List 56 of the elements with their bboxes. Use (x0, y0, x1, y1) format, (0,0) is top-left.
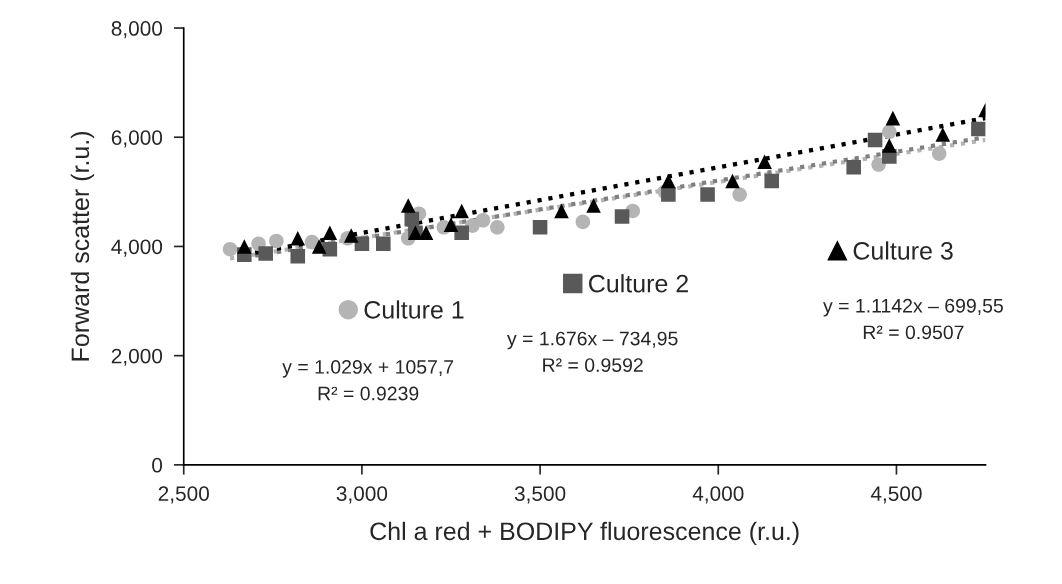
point (661, 173, 676, 189)
point (418, 225, 434, 241)
point (614, 209, 630, 224)
point (885, 110, 901, 126)
y-tick-label: 8,000 (111, 21, 163, 39)
legend-label: Culture 1 (364, 300, 464, 319)
point (846, 159, 861, 175)
point (490, 220, 505, 235)
point (882, 124, 897, 140)
point (237, 239, 252, 254)
point (700, 187, 715, 202)
point (532, 220, 548, 235)
point (554, 203, 569, 219)
point (732, 187, 747, 202)
point (931, 146, 947, 161)
point (258, 246, 273, 261)
point (575, 214, 591, 230)
point (971, 121, 986, 137)
point (586, 198, 601, 213)
point (343, 228, 359, 243)
point (290, 230, 306, 246)
point (935, 127, 951, 142)
point (764, 173, 779, 189)
point (725, 173, 740, 189)
point (757, 154, 772, 170)
x-tick-label: 4,500 (870, 486, 922, 504)
point (290, 248, 306, 264)
point (354, 236, 370, 251)
y-tick-label: 4,000 (111, 239, 163, 257)
annotation: y = 1.029x + 1057,7 R² = 0.9239 (282, 360, 454, 401)
y-axis-title: Forward scatter (r.u.) (70, 131, 95, 361)
legend-label: Culture 3 (853, 241, 953, 260)
x-tick-label: 2,500 (158, 486, 209, 504)
y-tick-label: 2,000 (111, 348, 163, 366)
x-tick-label: 3,500 (514, 486, 566, 504)
point (443, 217, 459, 232)
point (222, 241, 238, 257)
point (867, 132, 883, 148)
x-tick-label: 4,000 (692, 486, 744, 504)
annotation: y = 1.1142x – 699,55 R² = 0.9507 (823, 298, 1003, 340)
annotation: y = 1.676x – 734,95 R² = 0.9592 (507, 331, 678, 372)
x-tick-label: 3,000 (336, 486, 388, 504)
point (322, 225, 338, 241)
point (475, 212, 491, 228)
x-axis-title: Chl a red + BODIPY fluorescence (r.u.) (370, 521, 799, 546)
point (882, 138, 897, 153)
point (376, 236, 391, 251)
y-tick-label: 6,000 (111, 130, 163, 148)
point (454, 203, 469, 219)
point (311, 239, 327, 254)
y-tick-label: 0 (152, 457, 163, 473)
legend-label: Culture 2 (589, 274, 688, 293)
point (454, 225, 469, 241)
point (661, 187, 676, 202)
point (269, 233, 284, 249)
point (400, 198, 416, 213)
